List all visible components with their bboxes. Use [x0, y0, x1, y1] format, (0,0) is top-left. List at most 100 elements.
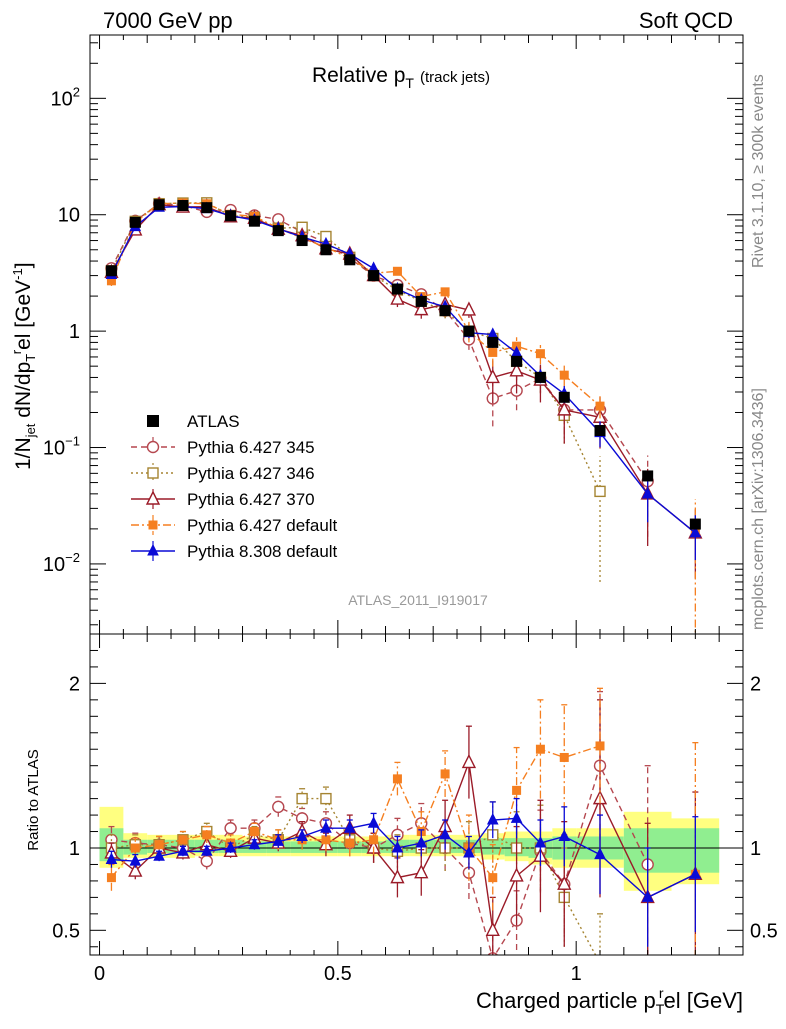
ratio-point-3-10 — [345, 838, 355, 848]
legend-marker-4 — [147, 543, 159, 556]
main-ytick-label-1: 10−1 — [43, 434, 80, 460]
ratio-point-3-3 — [178, 835, 188, 845]
ratio-point-3-6 — [249, 827, 259, 837]
ratio-point-3-12 — [392, 774, 402, 784]
series-main-1 — [105, 197, 606, 582]
ratio-axis-ticks: 0 0.5 1 0.5 0.5 1 1 2 2 — [52, 634, 778, 985]
main-point-3-14 — [440, 287, 450, 297]
ratio-plot-content — [90, 687, 743, 968]
main-point-2-17 — [509, 362, 524, 377]
ratio-point-4-20 — [594, 847, 606, 860]
ratio-ytick-label-right-2: 2 — [750, 673, 761, 695]
y-label-part-4: ] — [12, 262, 35, 268]
ratio-point-2-17 — [509, 867, 524, 882]
chart-title-note: (track jets) — [420, 69, 490, 86]
ratio-point-4-4 — [200, 844, 213, 856]
ratio-ytick-label-right-1: 1 — [750, 838, 761, 860]
legend-label-data: ATLAS — [187, 412, 240, 431]
ratio-point-4-22 — [689, 867, 702, 879]
ratio-point-3-11 — [369, 835, 379, 845]
legend: ATLAS Pythia 6.427 345 Pythia 6.427 346 Pyt… — [131, 412, 338, 561]
ratio-point-4-0 — [105, 852, 118, 865]
ratio-point-3-18 — [535, 744, 545, 754]
y-label-sup-r: r — [9, 349, 24, 354]
ratio-point-4-2 — [153, 849, 165, 861]
main-ytick-base-1: 10 — [43, 438, 65, 460]
data-point-4 — [201, 202, 213, 214]
ratio-point-4-18 — [534, 835, 547, 848]
chart-title: Relative pT (track jets) — [312, 64, 490, 91]
main-point-2-19 — [557, 401, 572, 416]
legend-label-2: Pythia 6.427 370 — [187, 490, 315, 509]
data-point-2 — [153, 199, 165, 211]
legend-marker-data — [147, 415, 159, 427]
ratio-point-4-11 — [367, 816, 380, 828]
ratio-point-1-20 — [595, 958, 605, 968]
main-point-3-19 — [559, 370, 569, 380]
main-ytick-label-2: 1 — [69, 321, 80, 343]
ratio-point-4-13 — [415, 835, 428, 848]
data-point-6 — [248, 215, 260, 227]
data-series — [105, 199, 701, 530]
mcplots-label: mcplots.cern.ch [arXiv:1306.3436] — [750, 388, 767, 630]
ratio-y-axis-label: Ratio to ATLAS — [25, 749, 42, 850]
analysis-label: ATLAS_2011_I919017 — [348, 592, 488, 608]
main-line-1 — [110, 202, 601, 492]
ratio-point-1-9 — [320, 792, 332, 805]
data-point-9 — [320, 244, 332, 256]
x-tick-label-1: 0.5 — [324, 963, 352, 985]
ratio-point-4-15 — [463, 845, 475, 858]
main-point-1-20 — [594, 485, 606, 498]
ratio-point-2-16 — [485, 921, 500, 937]
ratio-point-2-13 — [414, 864, 429, 879]
ratio-point-4-6 — [248, 837, 261, 850]
ratio-point-0-5 — [224, 822, 237, 835]
main-point-2-12 — [390, 290, 405, 305]
ratio-point-3-19 — [559, 752, 569, 762]
main-point-3-16 — [488, 347, 498, 357]
ratio-point-3-9 — [321, 835, 331, 845]
main-plot-content — [104, 196, 703, 634]
data-point-15 — [463, 325, 475, 337]
data-point-7 — [272, 225, 284, 237]
main-ytick-label-4: 102 — [51, 84, 80, 110]
y-label-sub-jet: jet — [23, 423, 38, 438]
ratio-point-3-2 — [154, 840, 164, 850]
main-ytick-exp-4: 2 — [73, 84, 80, 99]
header-category-label: Soft QCD — [639, 8, 733, 33]
data-point-11 — [368, 270, 380, 282]
ratio-panel-frame — [89, 633, 744, 956]
data-point-13 — [415, 295, 427, 307]
data-point-21 — [642, 470, 654, 482]
data-point-17 — [511, 355, 523, 367]
ratio-point-4-1 — [129, 854, 142, 866]
main-ytick-label-3: 10 — [58, 205, 80, 227]
ratio-point-4-7 — [272, 834, 285, 846]
data-point-16 — [487, 336, 499, 348]
x-tick-label-0: 0 — [94, 963, 105, 985]
ratio-point-4-8 — [296, 829, 308, 841]
ratio-point-2-1 — [128, 862, 143, 877]
ratio-point-4-19 — [558, 829, 571, 841]
data-point-3 — [177, 200, 189, 212]
data-point-0 — [105, 265, 117, 277]
data-point-10 — [344, 254, 356, 266]
data-point-19 — [558, 391, 570, 403]
data-point-18 — [534, 371, 546, 383]
main-point-2-13 — [414, 301, 429, 316]
main-ytick-base-2: 1 — [69, 321, 80, 343]
data-point-1 — [129, 216, 141, 228]
ratio-point-4-10 — [343, 821, 356, 833]
ratio-point-4-12 — [391, 840, 404, 853]
ratio-point-4-9 — [320, 821, 332, 833]
ratio-point-3-17 — [512, 785, 522, 795]
ratio-line-1 — [111, 797, 597, 955]
main-point-2-16 — [485, 368, 500, 384]
ratio-point-0-7 — [272, 800, 285, 814]
x-label-sup: r — [659, 985, 664, 1001]
y-label-part-3: el [GeV — [12, 280, 35, 350]
ratio-point-3-0 — [106, 873, 116, 883]
legend-label-0: Pythia 6.427 345 — [187, 438, 315, 457]
